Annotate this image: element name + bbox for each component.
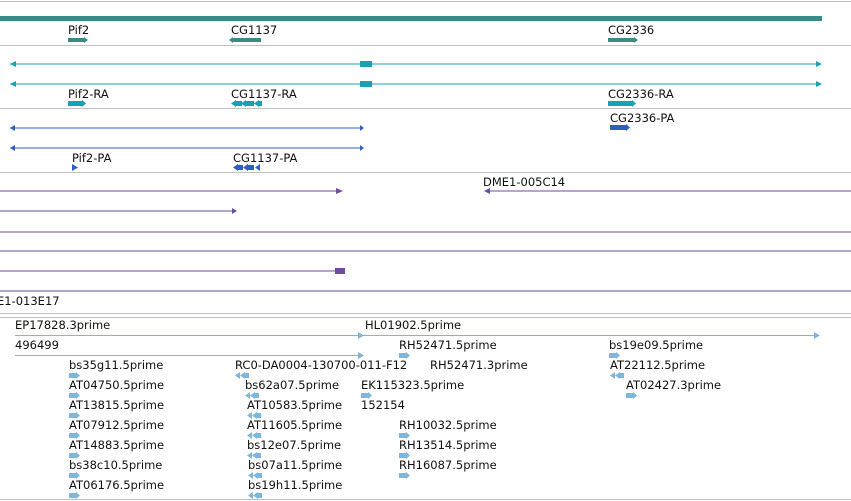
- est-glyph[interactable]: [361, 392, 372, 399]
- gene-glyph-cg1137[interactable]: [229, 37, 261, 43]
- est-label[interactable]: RH52471.5prime: [399, 338, 497, 352]
- protein-glyph-pif2-pa[interactable]: [72, 164, 78, 171]
- est-label[interactable]: AT22112.5prime: [610, 358, 705, 372]
- est-pair-line-2[interactable]: [15, 352, 364, 359]
- est-glyph[interactable]: [69, 432, 80, 439]
- transcript-glyph-pif2-ra[interactable]: [68, 100, 86, 107]
- clone-row-5[interactable]: [0, 268, 345, 274]
- est-label[interactable]: bs12e07.5prime: [247, 438, 341, 452]
- gene-scaffold-bar: [0, 16, 822, 21]
- est-label[interactable]: bs35g11.5prime: [69, 358, 163, 372]
- clone-glyph-dme1-005c14[interactable]: [484, 188, 851, 194]
- est-label[interactable]: 496499: [15, 338, 59, 352]
- est-label[interactable]: RH10032.5prime: [399, 418, 497, 432]
- est-glyph[interactable]: [69, 492, 80, 499]
- est-glyph[interactable]: [69, 372, 80, 379]
- est-label[interactable]: AT13815.5prime: [69, 398, 164, 412]
- gene-label-cg2336[interactable]: CG2336: [608, 23, 654, 37]
- est-glyph[interactable]: [399, 432, 410, 439]
- est-label[interactable]: AT14883.5prime: [69, 438, 164, 452]
- est-label[interactable]: AT02427.3prime: [626, 378, 721, 392]
- transcript-label-pif2-ra[interactable]: Pif2-RA: [68, 87, 109, 101]
- gene-glyph-pif2[interactable]: [68, 37, 88, 43]
- est-glyph[interactable]: [399, 472, 410, 479]
- transcript-glyph-cg1137-ra[interactable]: [231, 100, 262, 107]
- est-label[interactable]: bs62a07.5prime: [245, 378, 339, 392]
- transcript-model-2[interactable]: [10, 81, 822, 87]
- est-label[interactable]: bs19h11.5prime: [248, 478, 342, 492]
- est-glyph[interactable]: [247, 412, 261, 419]
- protein-model-2[interactable]: [10, 145, 364, 151]
- est-label[interactable]: EP17828.3prime: [15, 318, 110, 332]
- est-label[interactable]: EK115323.5prime: [361, 378, 464, 392]
- protein-glyph-cg2336-pa[interactable]: [610, 124, 630, 131]
- est-glyph[interactable]: [609, 352, 620, 359]
- est-pair-line-1[interactable]: [15, 332, 820, 339]
- est-label[interactable]: RH16087.5prime: [399, 458, 497, 472]
- est-glyph[interactable]: [626, 392, 637, 399]
- est-label[interactable]: AT11605.5prime: [247, 418, 342, 432]
- est-glyph[interactable]: [248, 492, 262, 499]
- protein-model-1[interactable]: [10, 125, 364, 131]
- est-label[interactable]: 152154: [361, 398, 405, 412]
- est-glyph[interactable]: [235, 372, 249, 379]
- est-label[interactable]: RH13514.5prime: [399, 438, 497, 452]
- est-label[interactable]: AT04750.5prime: [69, 378, 164, 392]
- est-glyph[interactable]: [69, 392, 80, 399]
- est-glyph[interactable]: [69, 452, 80, 459]
- est-glyph[interactable]: [248, 472, 262, 479]
- est-label[interactable]: AT06176.5prime: [69, 478, 164, 492]
- clone-label-dme1-005c14[interactable]: DME1-005C14: [483, 175, 565, 189]
- protein-label-cg1137-pa[interactable]: CG1137-PA: [233, 151, 298, 165]
- est-label[interactable]: bs07a11.5prime: [248, 458, 342, 472]
- transcript-label-cg1137-ra[interactable]: CG1137-RA: [231, 87, 297, 101]
- est-glyph[interactable]: [247, 432, 261, 439]
- est-label[interactable]: RH52471.3prime: [430, 358, 528, 372]
- transcript-label-cg2336-ra[interactable]: CG2336-RA: [608, 87, 674, 101]
- clone-row-2[interactable]: [0, 208, 237, 214]
- est-label[interactable]: AT07912.5prime: [69, 418, 164, 432]
- gene-label-pif2[interactable]: Pif2: [68, 23, 89, 37]
- est-label[interactable]: bs19e09.5prime: [609, 338, 703, 352]
- clone-label-e1-013e17[interactable]: E1-013E17: [0, 294, 60, 308]
- est-glyph[interactable]: [247, 452, 261, 459]
- protein-glyph-cg1137-pa[interactable]: [233, 164, 260, 171]
- transcript-model-1[interactable]: [10, 61, 822, 67]
- protein-label-pif2-pa[interactable]: Pif2-PA: [72, 151, 112, 165]
- gene-label-cg1137[interactable]: CG1137: [231, 23, 277, 37]
- est-glyph[interactable]: [69, 472, 80, 479]
- clone-row-1[interactable]: [0, 188, 343, 194]
- gene-glyph-cg2336[interactable]: [608, 37, 638, 43]
- est-glyph[interactable]: [399, 452, 410, 459]
- est-label[interactable]: RC0-DA0004-130700-011-F12: [235, 358, 407, 372]
- est-glyph[interactable]: [245, 392, 259, 399]
- transcript-glyph-cg2336-ra[interactable]: [608, 100, 636, 107]
- protein-label-cg2336-pa[interactable]: CG2336-PA: [610, 111, 675, 125]
- est-glyph[interactable]: [610, 372, 624, 379]
- est-glyph[interactable]: [399, 352, 410, 359]
- est-glyph[interactable]: [69, 412, 80, 419]
- est-label[interactable]: AT10583.5prime: [247, 398, 342, 412]
- est-label[interactable]: HL01902.5prime: [365, 318, 461, 332]
- est-track: EP17828.3prime HL01902.5prime 496499 RH5247…: [15, 318, 820, 499]
- est-label[interactable]: bs38c10.5prime: [69, 458, 162, 472]
